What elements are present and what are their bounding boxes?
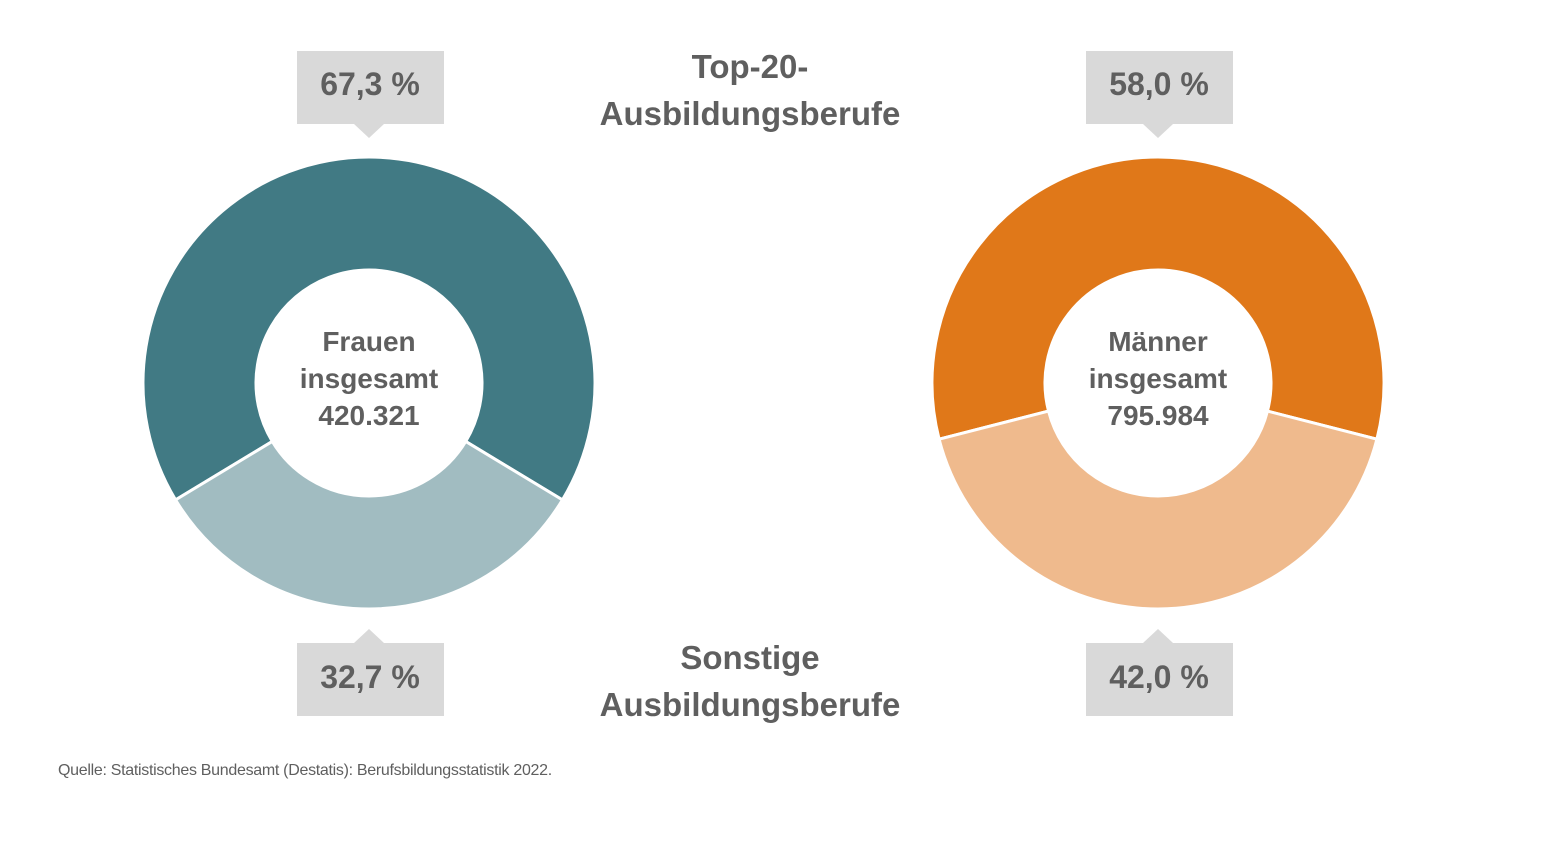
callout-sonstige: 32,7 %	[297, 629, 444, 716]
callout-top20: 67,3 %	[297, 51, 444, 138]
callout-pointer	[354, 124, 384, 138]
legend-sonstige: Ausbildungsberufe	[600, 686, 901, 723]
donut-maenner: Männer insgesamt 795.984 58,0 % 42,0 %	[930, 51, 1386, 716]
callout-top20: 58,0 %	[1086, 51, 1233, 138]
center-label: 795.984	[1107, 400, 1209, 431]
center-label: insgesamt	[1089, 363, 1228, 394]
center-label: Frauen	[322, 326, 415, 357]
value-label: 67,3 %	[320, 66, 420, 102]
callout-pointer	[354, 629, 384, 643]
legend-top20: Top-20-	[692, 48, 809, 85]
callout-pointer	[1143, 629, 1173, 643]
slice-top20	[930, 155, 1386, 442]
value-label: 58,0 %	[1109, 66, 1209, 102]
callout-box	[1086, 643, 1233, 716]
source-note: Quelle: Statistisches Bundesamt (Destati…	[58, 762, 552, 779]
slice-top20	[141, 155, 597, 502]
slice-sonstige	[173, 439, 565, 611]
callout-box	[297, 51, 444, 124]
callout-sonstige: 42,0 %	[1086, 629, 1233, 716]
center-label: insgesamt	[300, 363, 439, 394]
legend-sonstige: Sonstige	[680, 639, 819, 676]
center-label: Männer	[1108, 326, 1208, 357]
center-label: 420.321	[318, 400, 419, 431]
donut-frauen: Frauen insgesamt 420.321 67,3 % 32,7 %	[141, 51, 597, 716]
value-label: 32,7 %	[320, 659, 420, 695]
callout-box	[297, 643, 444, 716]
slice-sonstige	[937, 409, 1379, 611]
callout-pointer	[1143, 124, 1173, 138]
callout-box	[1086, 51, 1233, 124]
legend-top20: Ausbildungsberufe	[600, 95, 901, 132]
value-label: 42,0 %	[1109, 659, 1209, 695]
